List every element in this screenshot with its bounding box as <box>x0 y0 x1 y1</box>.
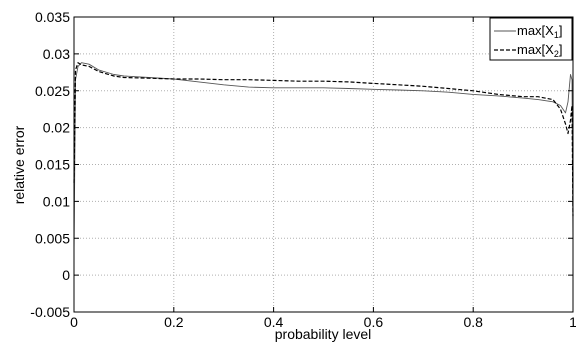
grid <box>74 17 573 312</box>
y-tick-label: 0.02 <box>43 120 70 136</box>
x-tick-label: 0.4 <box>264 314 284 330</box>
legend-text: max[X <box>517 23 554 38</box>
legend-text: max[X <box>517 42 554 57</box>
y-tick-label: 0 <box>62 267 70 283</box>
legend-label-1: max[X1] <box>517 23 562 40</box>
series-line-1 <box>73 62 574 254</box>
x-tick-label: 0 <box>70 314 78 330</box>
y-tick-label: 0.015 <box>35 157 70 173</box>
series-line-2 <box>73 62 574 217</box>
y-tick-label: 0.005 <box>35 230 70 246</box>
x-axis-label: probability level <box>275 326 372 342</box>
series-group <box>73 62 574 254</box>
y-tick-label: 0.01 <box>43 193 70 209</box>
x-tick-labels: 0 0.2 0.4 0.6 0.8 1 <box>70 314 576 330</box>
legend-close-bracket: ] <box>559 42 563 57</box>
legend-subscript: 2 <box>554 49 559 59</box>
legend-box <box>489 17 573 61</box>
x-tick-label: 1 <box>569 314 576 330</box>
y-tick-labels: -0.005 0 0.005 0.01 0.015 0.02 0.025 0.03 0.035 <box>30 9 70 320</box>
legend-close-bracket: ] <box>559 23 563 38</box>
y-tick-label: -0.005 <box>30 304 70 320</box>
y-tick-label: 0.035 <box>35 9 70 25</box>
legend-label-2: max[X2] <box>517 42 562 59</box>
x-tick-label: 0.2 <box>164 314 184 330</box>
y-tick-label: 0.03 <box>43 46 70 62</box>
y-tick-label: 0.025 <box>35 83 70 99</box>
x-tick-label: 0.6 <box>364 314 384 330</box>
y-axis-label: relative error <box>11 125 27 204</box>
legend: max[X1]max[X2] <box>489 17 573 61</box>
legend-subscript: 1 <box>554 30 559 40</box>
x-tick-label: 0.8 <box>463 314 483 330</box>
